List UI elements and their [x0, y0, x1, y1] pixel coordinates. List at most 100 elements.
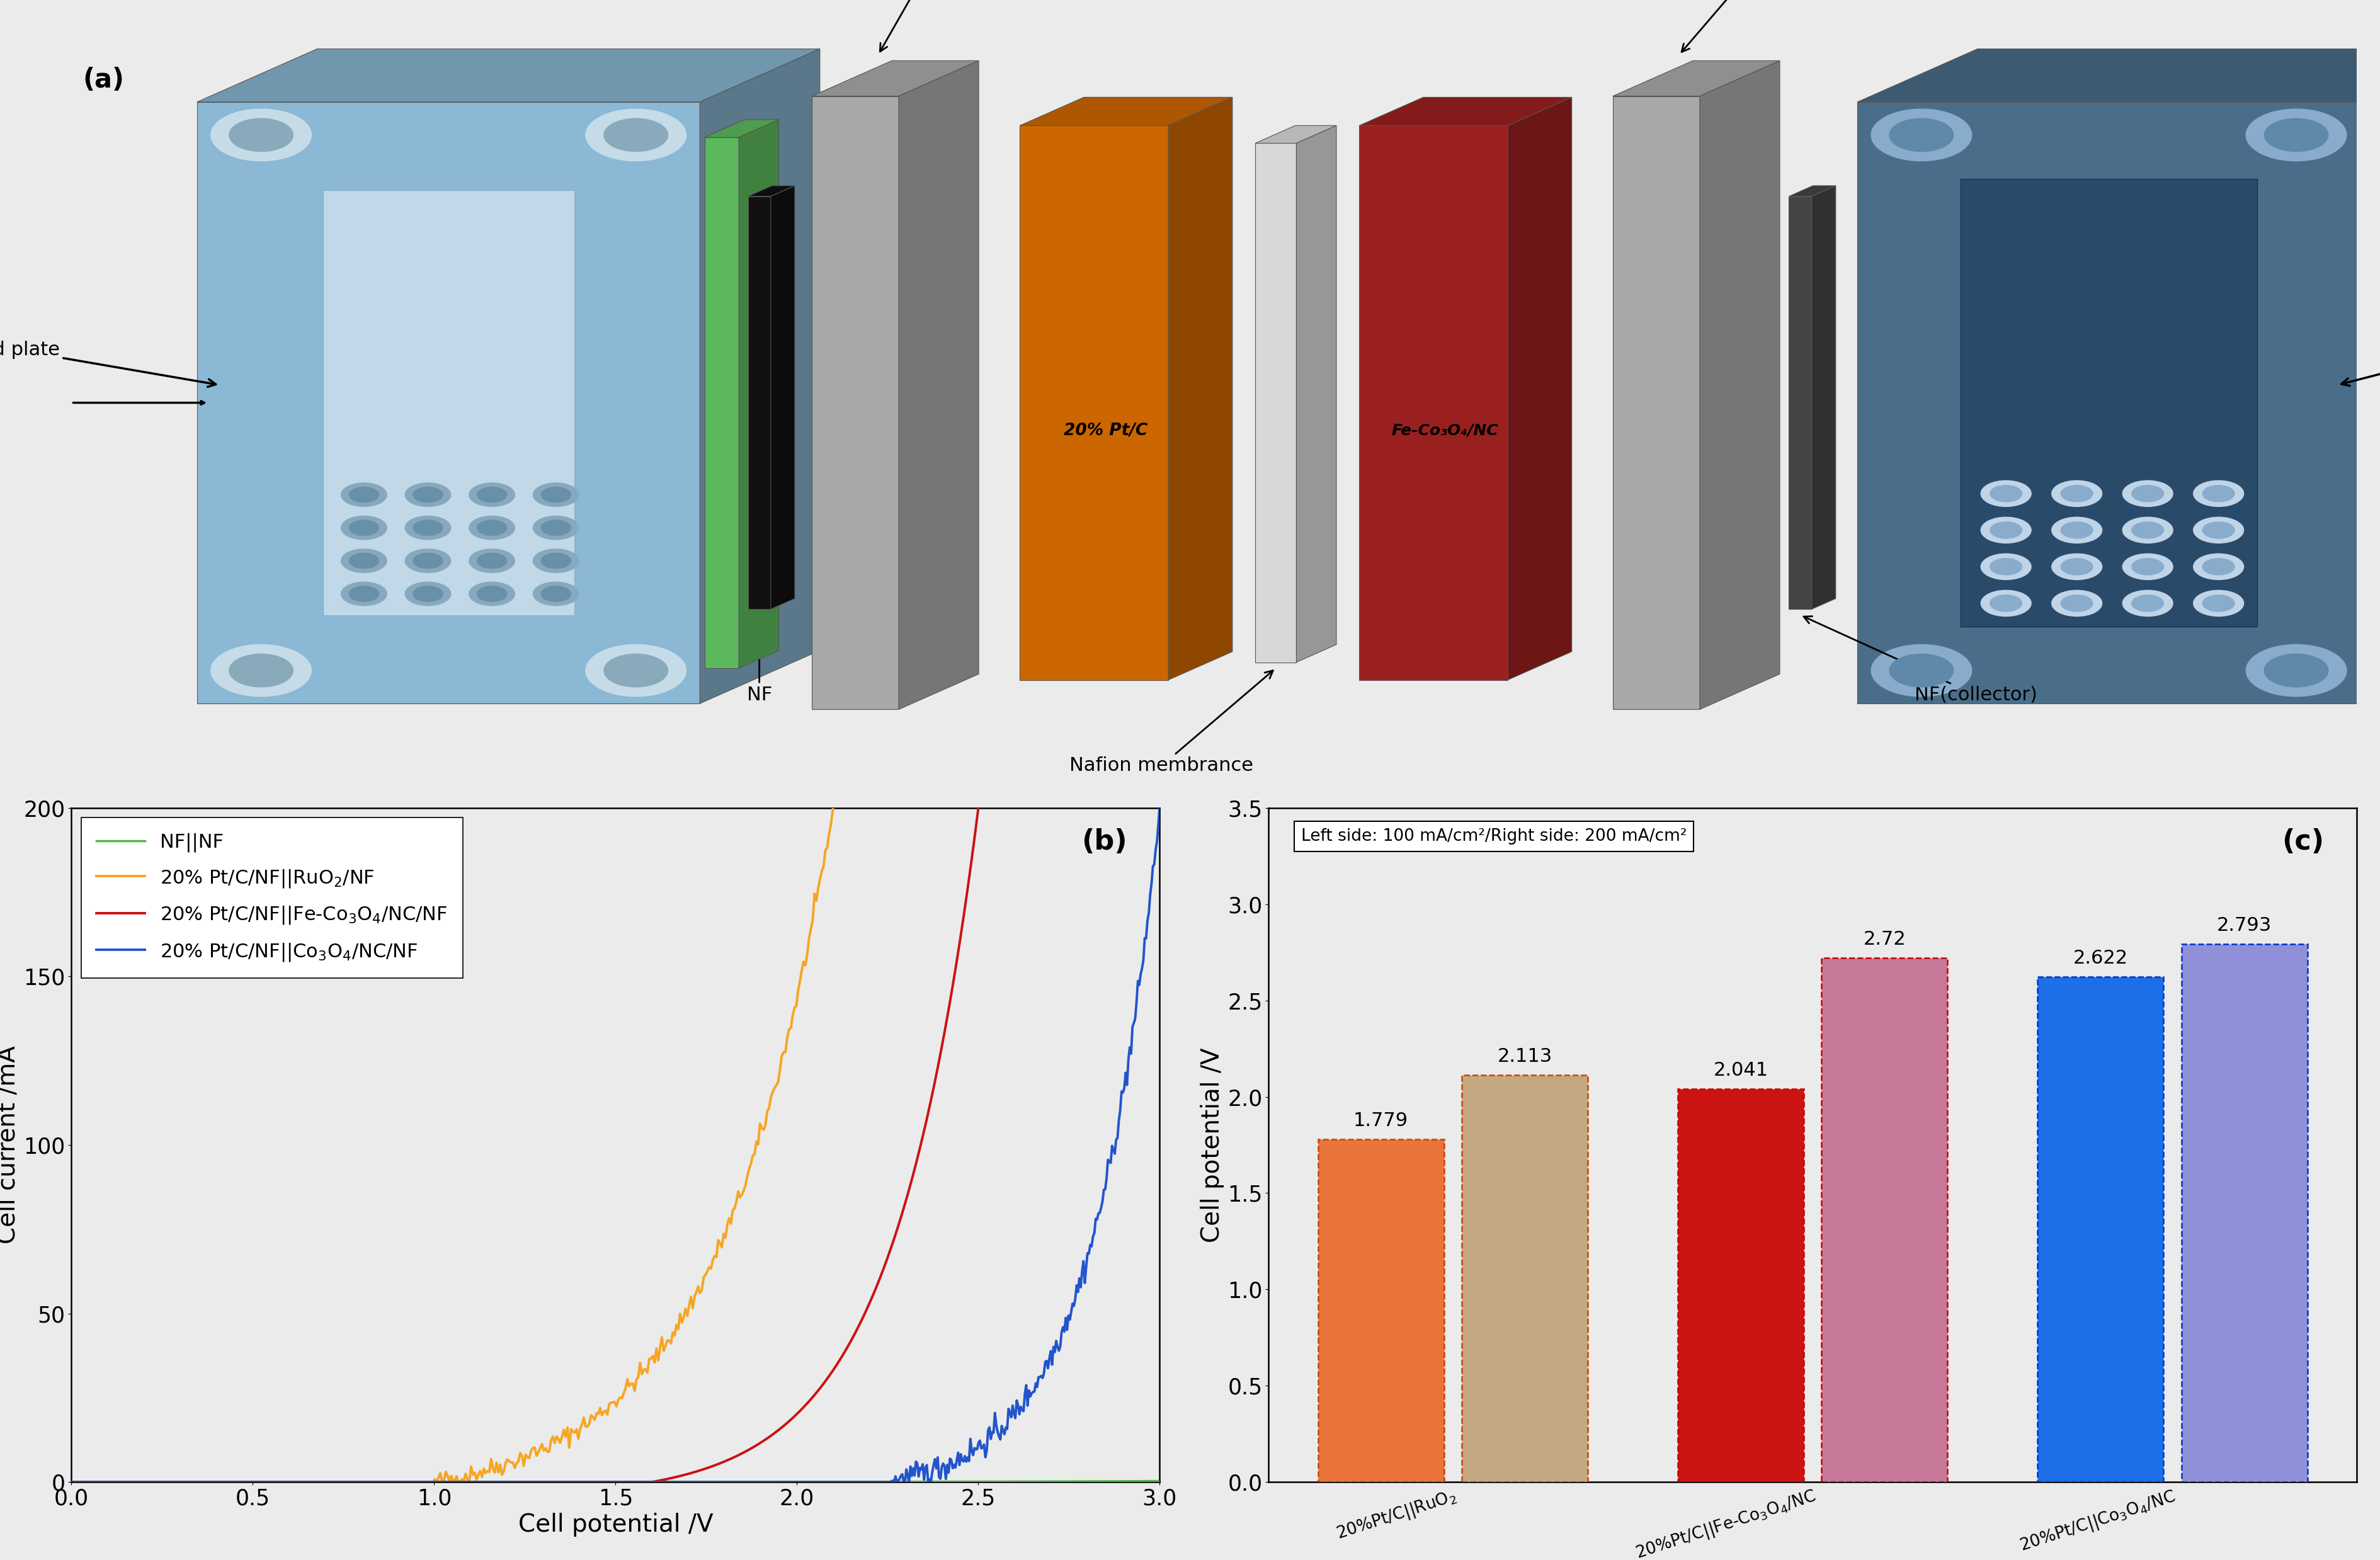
Circle shape	[2052, 518, 2102, 543]
Bar	[1614, 97, 1699, 710]
Polygon shape	[1787, 186, 1835, 197]
Text: NF: NF	[747, 619, 771, 704]
Circle shape	[605, 119, 669, 151]
Circle shape	[2123, 554, 2173, 580]
Text: Cathode/CP: Cathode/CP	[869, 0, 981, 51]
Circle shape	[533, 516, 578, 540]
Circle shape	[414, 587, 443, 602]
Text: Left side: 100 mA/cm²/Right side: 200 mA/cm²: Left side: 100 mA/cm²/Right side: 200 mA…	[1302, 828, 1687, 844]
Circle shape	[469, 582, 514, 605]
Circle shape	[414, 487, 443, 502]
Text: 2.113: 2.113	[1497, 1047, 1552, 1065]
Polygon shape	[771, 186, 795, 608]
20% Pt/C/NF||Fe-Co$_3$O$_4$/NC/NF	[550, 1473, 578, 1491]
Circle shape	[2061, 523, 2092, 538]
Circle shape	[212, 109, 312, 161]
Polygon shape	[900, 61, 978, 710]
20% Pt/C/NF||Fe-Co$_3$O$_4$/NC/NF	[697, 1457, 726, 1476]
Circle shape	[2123, 590, 2173, 616]
Bar	[747, 197, 771, 608]
NF||NF	[704, 1473, 733, 1491]
Text: (c): (c)	[2282, 828, 2323, 855]
Text: 2.793: 2.793	[2216, 916, 2271, 934]
20% Pt/C/NF||Co$_3$O$_4$/NC/NF	[750, 1473, 778, 1491]
Circle shape	[1871, 644, 1971, 696]
20% Pt/C/NF||Co$_3$O$_4$/NC/NF	[716, 1473, 745, 1491]
Text: 20% Pt/C: 20% Pt/C	[1064, 423, 1147, 438]
NF||NF	[581, 1473, 609, 1491]
Circle shape	[228, 119, 293, 151]
Circle shape	[2263, 654, 2328, 686]
Bar	[198, 101, 700, 704]
20% Pt/C/NF||RuO$_2$/NF	[878, 782, 907, 800]
Circle shape	[2202, 523, 2235, 538]
Circle shape	[2061, 594, 2092, 612]
NF||NF	[1119, 1471, 1147, 1490]
Circle shape	[212, 644, 312, 696]
Circle shape	[1990, 558, 2021, 576]
20% Pt/C/NF||RuO$_2$/NF	[57, 1473, 86, 1491]
X-axis label: Cell potential /V: Cell potential /V	[519, 1513, 714, 1537]
Circle shape	[476, 587, 507, 602]
Polygon shape	[1614, 61, 1780, 97]
Circle shape	[2130, 558, 2163, 576]
Circle shape	[414, 554, 443, 568]
Circle shape	[2202, 594, 2235, 612]
20% Pt/C/NF||Co$_3$O$_4$/NC/NF	[57, 1473, 86, 1491]
20% Pt/C/NF||RuO$_2$/NF	[697, 1251, 726, 1270]
Text: (b): (b)	[1081, 828, 1126, 855]
Polygon shape	[1856, 48, 2380, 101]
Circle shape	[533, 549, 578, 573]
Circle shape	[1871, 109, 1971, 161]
Line: 20% Pt/C/NF||RuO$_2$/NF: 20% Pt/C/NF||RuO$_2$/NF	[71, 791, 1159, 1482]
Polygon shape	[1359, 97, 1571, 125]
Polygon shape	[704, 120, 778, 137]
Circle shape	[1980, 480, 2030, 507]
20% Pt/C/NF||Fe-Co$_3$O$_4$/NC/NF	[876, 1239, 904, 1257]
Legend: NF||NF, 20% Pt/C/NF||RuO$_2$/NF, 20% Pt/C/NF||Fe-Co$_3$O$_4$/NC/NF, 20% Pt/C/NF|: NF||NF, 20% Pt/C/NF||RuO$_2$/NF, 20% Pt/…	[81, 817, 462, 978]
Line: 20% Pt/C/NF||Fe-Co$_3$O$_4$/NC/NF: 20% Pt/C/NF||Fe-Co$_3$O$_4$/NC/NF	[71, 791, 1159, 1482]
Circle shape	[2123, 518, 2173, 543]
Circle shape	[2192, 480, 2242, 507]
Bar	[2037, 977, 2163, 1482]
Text: 2.72: 2.72	[1864, 930, 1906, 948]
Polygon shape	[2359, 48, 2380, 704]
Bar	[1821, 958, 1947, 1482]
Bar	[1254, 144, 1297, 663]
20% Pt/C/NF||Fe-Co$_3$O$_4$/NC/NF	[57, 1473, 86, 1491]
Polygon shape	[198, 48, 819, 101]
Circle shape	[228, 654, 293, 686]
Line: 20% Pt/C/NF||Co$_3$O$_4$/NC/NF: 20% Pt/C/NF||Co$_3$O$_4$/NC/NF	[71, 805, 1159, 1482]
20% Pt/C/NF||Fe-Co$_3$O$_4$/NC/NF	[783, 1404, 812, 1423]
Text: End plate: End plate	[0, 340, 217, 387]
Circle shape	[350, 487, 378, 502]
20% Pt/C/NF||Co$_3$O$_4$/NC/NF	[883, 1473, 912, 1491]
Circle shape	[1990, 594, 2021, 612]
Circle shape	[476, 519, 507, 535]
Circle shape	[405, 484, 450, 507]
Bar	[2180, 944, 2306, 1482]
20% Pt/C/NF||Fe-Co$_3$O$_4$/NC/NF	[338, 1473, 367, 1491]
NF||NF	[574, 1473, 602, 1491]
Text: (a): (a)	[83, 67, 124, 94]
Circle shape	[2052, 554, 2102, 580]
Polygon shape	[1507, 97, 1571, 680]
Circle shape	[2123, 480, 2173, 507]
Circle shape	[2263, 119, 2328, 151]
NF||NF	[57, 1473, 86, 1491]
Polygon shape	[1019, 97, 1233, 125]
Circle shape	[540, 554, 571, 568]
20% Pt/C/NF||Co$_3$O$_4$/NC/NF	[688, 1473, 716, 1491]
Circle shape	[1890, 654, 1954, 686]
Text: 2.622: 2.622	[2073, 948, 2128, 967]
Text: NF(collector): NF(collector)	[1804, 616, 2037, 704]
Circle shape	[350, 587, 378, 602]
Circle shape	[350, 519, 378, 535]
Circle shape	[1990, 485, 2021, 502]
Bar	[1359, 125, 1507, 680]
20% Pt/C/NF||Fe-Co$_3$O$_4$/NC/NF	[1145, 782, 1173, 800]
Text: Fe-Co₃O₄/NC: Fe-Co₃O₄/NC	[1392, 423, 1497, 438]
Circle shape	[1980, 590, 2030, 616]
Circle shape	[405, 549, 450, 573]
Bar	[1019, 125, 1169, 680]
